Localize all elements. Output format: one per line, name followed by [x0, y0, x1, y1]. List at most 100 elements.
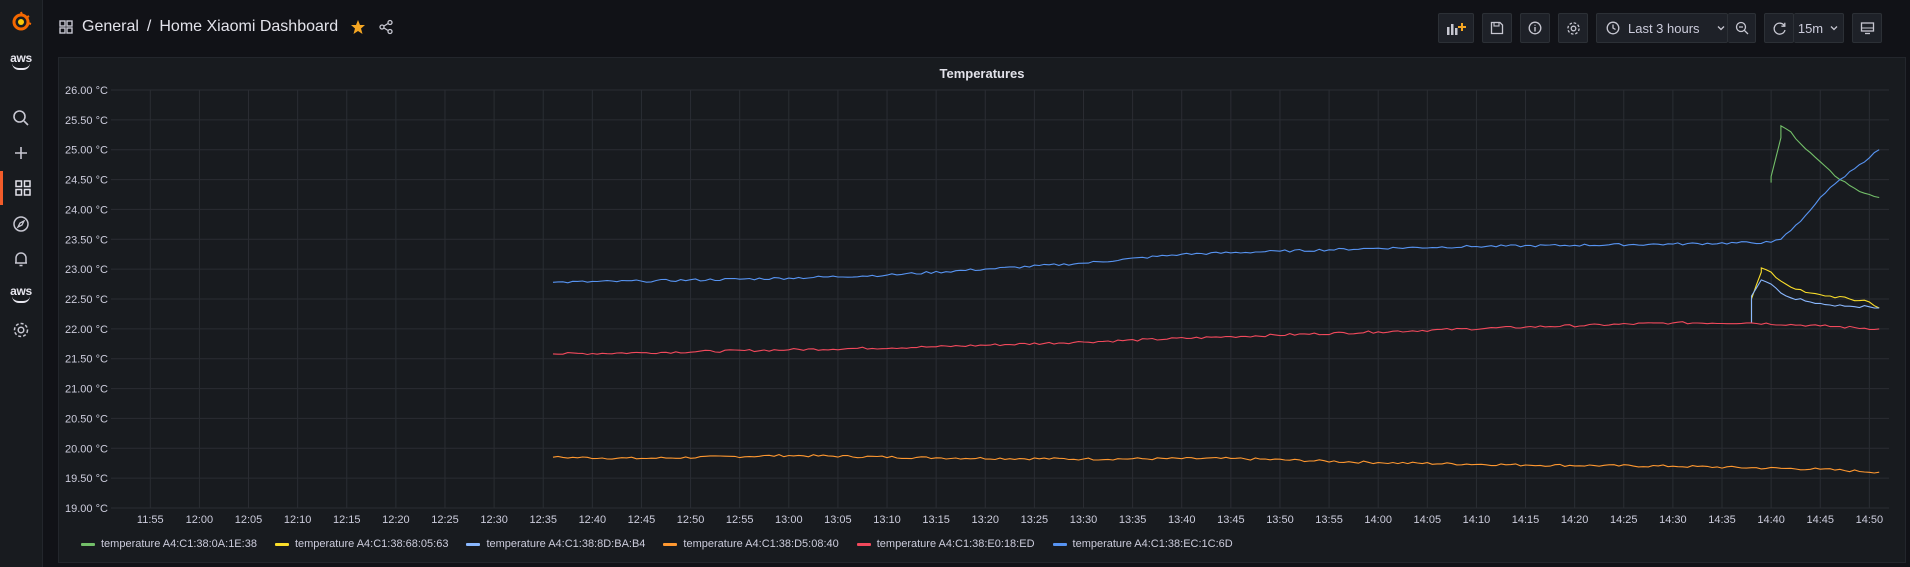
chevron-down-icon: [1830, 26, 1838, 31]
series-line-2: [1750, 279, 1880, 323]
dashboard-settings-button[interactable]: [1558, 13, 1588, 43]
temperatures-panel: Temperatures 19.00 °C 19.50 °C 20.00 °C 20.…: [58, 57, 1906, 563]
x-tick-label: 12:50: [677, 514, 705, 526]
x-tick-label: 14:40: [1757, 514, 1785, 526]
x-tick-label: 12:30: [480, 514, 508, 526]
save-dashboard-button[interactable]: [1482, 13, 1512, 43]
x-tick-label: 13:10: [873, 514, 901, 526]
breadcrumb-separator: /: [146, 18, 152, 35]
x-tick-label: 14:15: [1512, 514, 1540, 526]
x-tick-label: 13:00: [775, 514, 803, 526]
x-tick-label: 13:15: [922, 514, 950, 526]
y-tick-label: 24.00 °C: [65, 204, 108, 216]
legend-item[interactable]: temperature A4:C1:38:68:05:63: [274, 538, 449, 550]
share-icon[interactable]: [378, 19, 394, 35]
y-tick-label: 19.50 °C: [65, 473, 108, 485]
x-tick-label: 13:55: [1315, 514, 1343, 526]
legend-swatch: [663, 542, 678, 546]
x-tick-label: 12:55: [726, 514, 754, 526]
aws-logo-icon[interactable]: aws: [0, 277, 42, 311]
x-tick-label: 14:10: [1463, 514, 1491, 526]
top-bar: General / Home Xiaomi Dashboard Last 3 h…: [42, 0, 1910, 56]
chart-legend: temperature A4:C1:38:0A:1E:38 temperature…: [81, 538, 1233, 550]
legend-item[interactable]: temperature A4:C1:38:0A:1E:38: [81, 538, 257, 550]
dashboards-icon[interactable]: [0, 171, 42, 205]
explore-compass-icon[interactable]: [0, 207, 42, 241]
x-tick-label: 12:45: [628, 514, 656, 526]
x-tick-label: 13:05: [824, 514, 852, 526]
y-tick-label: 23.00 °C: [65, 264, 108, 276]
x-tick-label: 14:05: [1414, 514, 1442, 526]
panel-title[interactable]: Temperatures: [939, 66, 1025, 81]
x-tick-label: 12:40: [579, 514, 607, 526]
dashboard-grid-icon: [59, 20, 73, 34]
y-tick-label: 24.50 °C: [65, 175, 108, 187]
breadcrumb-folder[interactable]: General: [82, 18, 139, 35]
series-line-3: [552, 454, 1880, 474]
x-tick-label: 12:00: [186, 514, 214, 526]
y-tick-label: 20.00 °C: [65, 443, 108, 455]
x-tick-label: 14:20: [1561, 514, 1589, 526]
series-line-5: [552, 149, 1880, 284]
dashboard-info-button[interactable]: [1520, 13, 1550, 43]
refresh-interval-label: 15m: [1797, 20, 1824, 36]
side-nav: aws aws: [0, 0, 43, 567]
legend-label: temperature A4:C1:38:68:05:63: [294, 538, 449, 550]
x-tick-label: 14:50: [1856, 514, 1884, 526]
plus-icon[interactable]: [0, 136, 42, 170]
x-tick-label: 11:55: [137, 514, 164, 526]
x-tick-label: 13:50: [1266, 514, 1294, 526]
x-tick-label: 14:00: [1364, 514, 1392, 526]
legend-label: temperature A4:C1:38:D5:08:40: [683, 538, 839, 550]
legend-item[interactable]: temperature A4:C1:38:8D:BA:B4: [466, 538, 645, 550]
legend-swatch: [1052, 542, 1067, 546]
legend-item[interactable]: temperature A4:C1:38:E0:18:ED: [856, 538, 1035, 550]
legend-swatch: [274, 542, 289, 546]
alerting-bell-icon[interactable]: [0, 242, 42, 276]
x-tick-label: 12:35: [529, 514, 557, 526]
x-tick-label: 13:40: [1168, 514, 1196, 526]
breadcrumb: General / Home Xiaomi Dashboard: [58, 18, 394, 36]
y-tick-label: 22.50 °C: [65, 294, 108, 306]
refresh-interval-picker[interactable]: 15m: [1794, 13, 1844, 43]
y-tick-label: 25.50 °C: [65, 115, 108, 127]
dashboard-title[interactable]: Home Xiaomi Dashboard: [159, 18, 339, 35]
x-tick-label: 13:20: [971, 514, 999, 526]
tv-mode-button[interactable]: [1852, 13, 1882, 43]
time-range-label: Last 3 hours: [1628, 20, 1700, 36]
aws-logo-icon[interactable]: aws: [0, 44, 42, 78]
x-tick-label: 14:30: [1659, 514, 1687, 526]
x-tick-label: 12:25: [431, 514, 459, 526]
legend-label: temperature A4:C1:38:E0:18:ED: [876, 538, 1035, 550]
y-tick-label: 21.50 °C: [65, 354, 108, 366]
add-panel-button[interactable]: [1438, 13, 1474, 43]
tv-mode-icon: [1860, 22, 1874, 35]
search-icon[interactable]: [0, 101, 42, 135]
legend-swatch: [856, 542, 871, 546]
zoom-out-icon: [1735, 21, 1748, 35]
y-tick-label: 21.00 °C: [65, 384, 108, 396]
grafana-logo-icon[interactable]: [0, 5, 42, 39]
temperature-chart[interactable]: 19.00 °C 19.50 °C 20.00 °C 20.50 °C 21.00 °C…: [59, 58, 1905, 528]
chevron-down-icon: [1717, 26, 1725, 31]
star-icon[interactable]: [350, 19, 366, 35]
gear-icon[interactable]: [0, 313, 42, 347]
x-tick-label: 13:45: [1217, 514, 1245, 526]
refresh-button[interactable]: [1764, 13, 1794, 43]
settings-icon: [1566, 21, 1580, 35]
time-range-picker[interactable]: Last 3 hours: [1596, 13, 1728, 43]
x-tick-label: 13:30: [1070, 514, 1098, 526]
x-tick-label: 12:10: [284, 514, 312, 526]
x-tick-label: 12:15: [333, 514, 361, 526]
y-tick-label: 22.00 °C: [65, 324, 108, 336]
legend-label: temperature A4:C1:38:EC:1C:6D: [1072, 538, 1233, 550]
legend-item[interactable]: temperature A4:C1:38:EC:1C:6D: [1052, 538, 1233, 550]
legend-item[interactable]: temperature A4:C1:38:D5:08:40: [663, 538, 839, 550]
add-panel-icon: [1447, 23, 1466, 35]
y-tick-label: 25.00 °C: [65, 145, 108, 157]
x-tick-label: 14:45: [1806, 514, 1834, 526]
zoom-out-button[interactable]: [1728, 13, 1756, 43]
x-tick-label: 14:35: [1708, 514, 1736, 526]
info-icon: [1528, 21, 1542, 35]
x-tick-label: 12:20: [382, 514, 410, 526]
